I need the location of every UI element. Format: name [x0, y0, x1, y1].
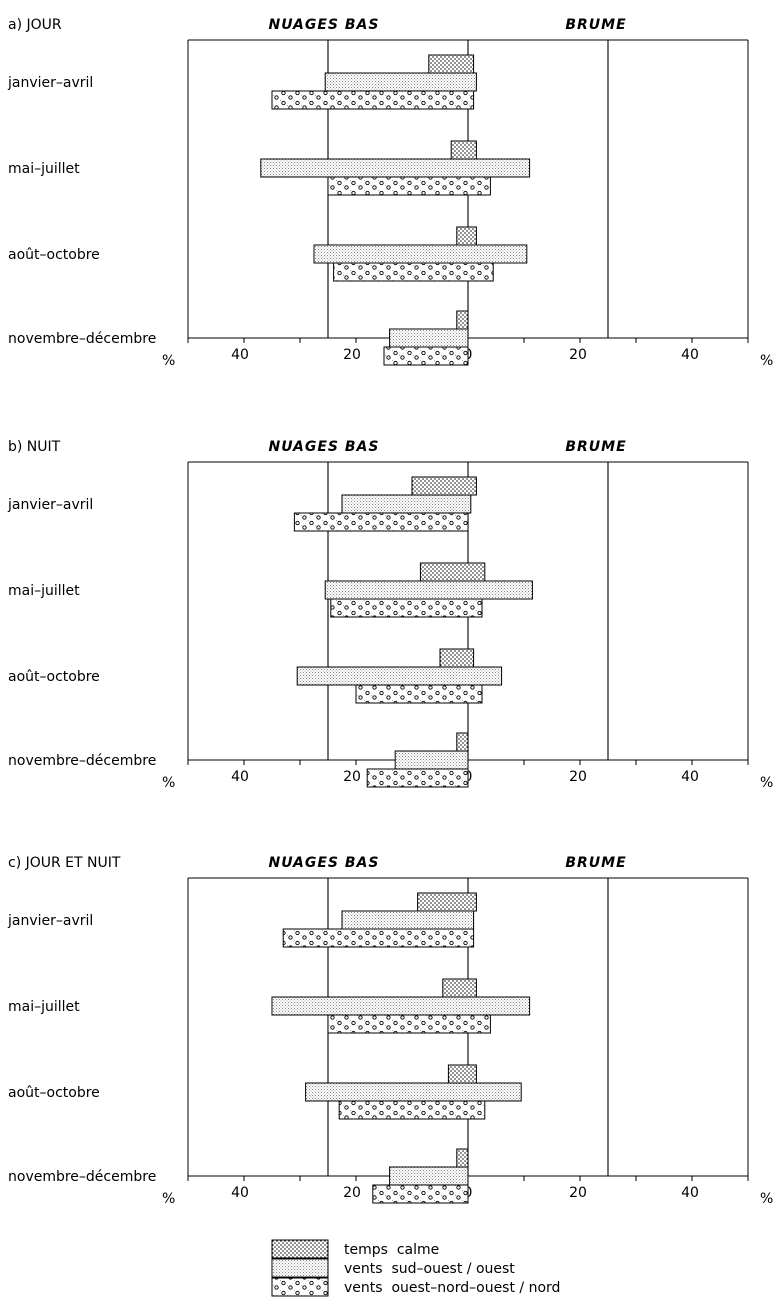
- panel-title: a) JOUR: [8, 17, 62, 33]
- right-heading: BRUME: [565, 17, 626, 33]
- panel-title: b) NUIT: [8, 439, 61, 455]
- legend: temps calme vents sud–ouest / ouest vents …: [271, 1239, 560, 1297]
- legend-label: vents sud–ouest / ouest: [344, 1261, 515, 1277]
- bar-fine: [394, 750, 469, 770]
- bar-circles: [366, 768, 469, 788]
- category-label: mai–juillet: [8, 999, 80, 1015]
- category-label: janvier–avril: [7, 497, 93, 513]
- bar-dots: [450, 140, 477, 160]
- x-tick-label: 20: [343, 769, 361, 785]
- bar-fine: [389, 1166, 469, 1186]
- x-unit-label-right: %: [760, 353, 773, 369]
- bar-dots: [456, 310, 469, 330]
- right-heading: BRUME: [565, 439, 626, 455]
- bar-dots: [456, 226, 477, 246]
- x-tick-label: 40: [231, 1185, 249, 1201]
- x-tick-label: 40: [681, 769, 699, 785]
- bar-circles: [282, 928, 475, 948]
- bar-circles: [333, 262, 494, 282]
- bar-dots: [428, 54, 475, 74]
- category-label: janvier–avril: [7, 913, 93, 929]
- bar-dots: [417, 892, 477, 912]
- x-tick-label: 20: [343, 347, 361, 363]
- legend-swatch-fine: [271, 1258, 329, 1278]
- left-heading: NUAGES BAS: [269, 855, 380, 871]
- bar-fine: [341, 494, 472, 514]
- bar-circles: [383, 346, 469, 366]
- bar-dots: [411, 476, 477, 496]
- right-heading: BRUME: [565, 855, 626, 871]
- x-unit-label-right: %: [760, 1191, 773, 1207]
- category-label: mai–juillet: [8, 583, 80, 599]
- bar-dots: [442, 978, 477, 998]
- category-label: août–octobre: [8, 669, 100, 685]
- bar-circles: [327, 1014, 491, 1034]
- bar-circles: [293, 512, 469, 532]
- left-heading: NUAGES BAS: [269, 439, 380, 455]
- category-label: novembre–décembre: [8, 331, 156, 347]
- bar-dots: [419, 562, 486, 582]
- legend-swatch-dots: [271, 1239, 329, 1259]
- bar-fine: [324, 72, 477, 92]
- bar-circles: [271, 90, 475, 110]
- category-label: novembre–décembre: [8, 753, 156, 769]
- bar-fine: [296, 666, 503, 686]
- x-tick-label: 20: [569, 769, 587, 785]
- x-tick-label: 40: [681, 347, 699, 363]
- bar-circles: [372, 1184, 469, 1204]
- category-label: novembre–décembre: [8, 1169, 156, 1185]
- bar-fine: [324, 580, 533, 600]
- bar-dots: [447, 1064, 477, 1084]
- bar-fine: [260, 158, 531, 178]
- bar-circles: [355, 684, 483, 704]
- x-tick-label: 20: [569, 347, 587, 363]
- x-unit-label-left: %: [162, 353, 175, 369]
- bar-fine: [313, 244, 528, 264]
- category-label: janvier–avril: [7, 75, 93, 91]
- category-label: août–octobre: [8, 1085, 100, 1101]
- legend-label: vents ouest–nord–ouest / nord: [344, 1280, 560, 1296]
- x-tick-label: 20: [343, 1185, 361, 1201]
- x-tick-label: 20: [569, 1185, 587, 1201]
- bar-circles: [330, 598, 483, 618]
- legend-label: temps calme: [344, 1242, 439, 1258]
- bar-dots: [439, 648, 475, 668]
- bar-dots: [456, 1148, 469, 1168]
- x-unit-label-right: %: [760, 775, 773, 791]
- bar-circles: [338, 1100, 486, 1120]
- x-tick-label: 40: [681, 1185, 699, 1201]
- x-unit-label-left: %: [162, 775, 175, 791]
- x-tick-label: 40: [231, 769, 249, 785]
- category-label: août–octobre: [8, 247, 100, 263]
- x-unit-label-left: %: [162, 1191, 175, 1207]
- bar-dots: [456, 732, 469, 752]
- left-heading: NUAGES BAS: [269, 17, 380, 33]
- bar-circles: [327, 176, 491, 196]
- bar-fine: [389, 328, 469, 348]
- bar-fine: [305, 1082, 522, 1102]
- category-label: mai–juillet: [8, 161, 80, 177]
- panel-title: c) JOUR ET NUIT: [8, 855, 121, 871]
- bar-fine: [271, 996, 531, 1016]
- bar-fine: [341, 910, 475, 930]
- x-tick-label: 40: [231, 347, 249, 363]
- legend-swatch-circles: [271, 1277, 329, 1297]
